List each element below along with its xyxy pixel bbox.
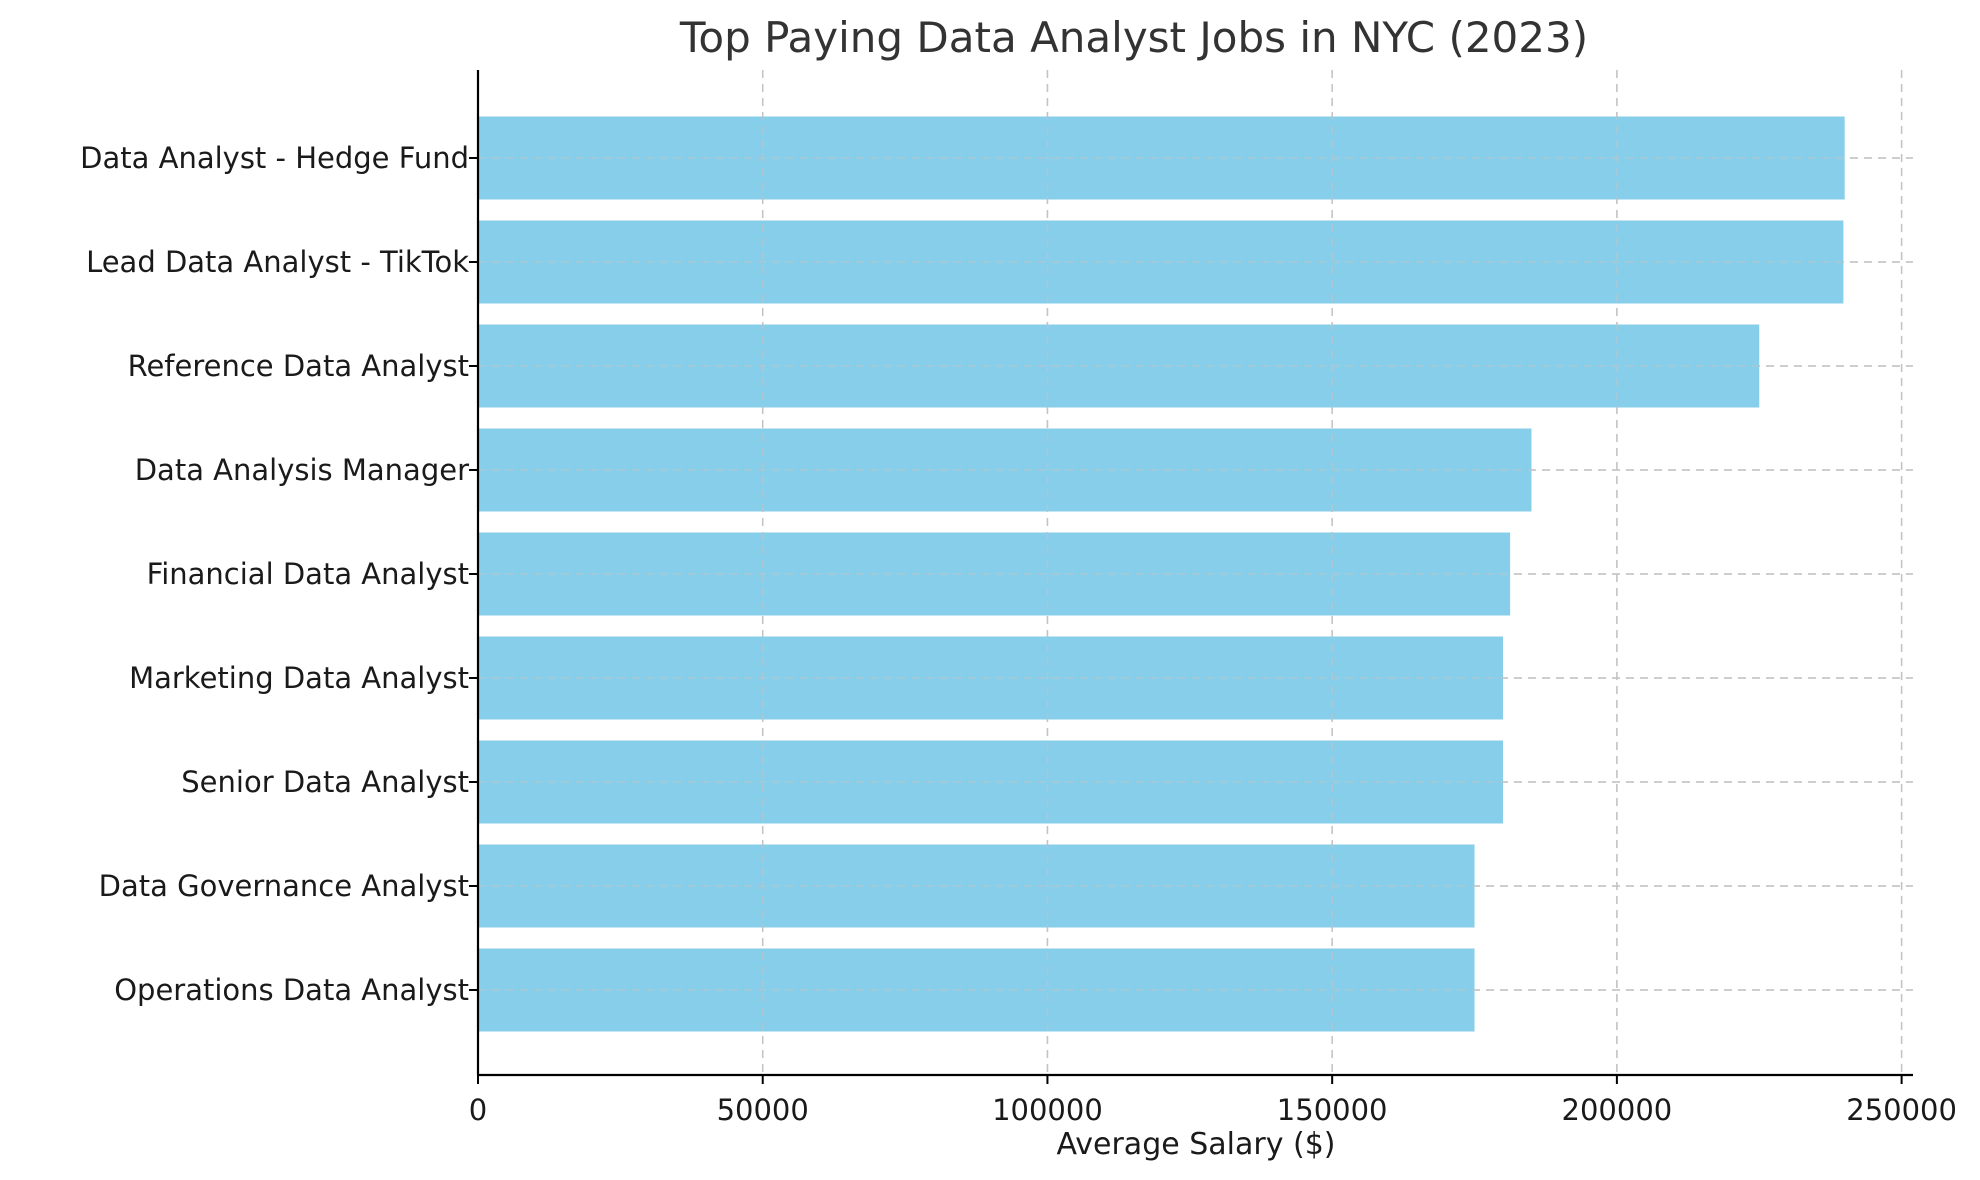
bar <box>478 220 1844 304</box>
x-ticks: 0 50000 100000 150000 200000 250000 <box>469 1075 1957 1127</box>
y-tick-label: Data Governance Analyst <box>99 869 469 903</box>
x-tick-label: 250000 <box>1846 1093 1957 1127</box>
y-tick-label: Data Analyst - Hedge Fund <box>80 141 469 175</box>
x-tick-label: 50000 <box>717 1093 809 1127</box>
y-tick-label: Reference Data Analyst <box>128 349 469 383</box>
y-tick-label: Data Analysis Manager <box>135 453 469 487</box>
x-tick-label: 200000 <box>1562 1093 1673 1127</box>
chart-title: Top Paying Data Analyst Jobs in NYC (202… <box>679 13 1588 62</box>
bar <box>478 324 1760 408</box>
x-tick-label: 0 <box>469 1093 487 1127</box>
x-axis-label: Average Salary ($) <box>1057 1127 1336 1162</box>
x-tick-label: 150000 <box>1277 1093 1388 1127</box>
y-tick-label: Senior Data Analyst <box>181 765 469 799</box>
y-tick-label: Operations Data Analyst <box>114 973 469 1007</box>
axes <box>476 70 1913 1077</box>
grid-overlay <box>478 70 1913 1075</box>
x-tick-label: 100000 <box>992 1093 1103 1127</box>
bar <box>478 116 1845 200</box>
y-ticks: Data Analyst - Hedge Fund Lead Data Analy… <box>80 141 478 1007</box>
y-tick-label: Marketing Data Analyst <box>129 661 469 695</box>
y-tick-label: Lead Data Analyst - TikTok <box>86 245 469 279</box>
y-tick-label: Financial Data Analyst <box>147 557 469 591</box>
bars <box>478 116 1845 1032</box>
